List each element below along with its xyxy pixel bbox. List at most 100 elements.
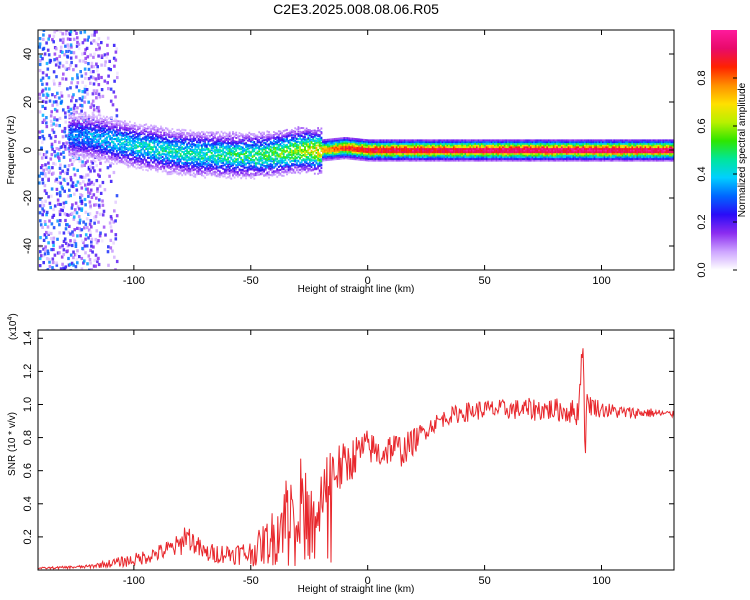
heatmap-cell: [304, 150, 306, 153]
heatmap-cell: [80, 193, 84, 198]
heatmap-cell: [107, 145, 110, 148]
heatmap-cell: [330, 156, 333, 159]
heatmap-cell: [291, 142, 293, 145]
heatmap-cell: [320, 137, 323, 140]
heatmap-cell: [127, 141, 130, 144]
heatmap-cell: [104, 161, 107, 164]
heatmap-cell: [70, 132, 72, 135]
heatmap-cell: [102, 225, 106, 229]
heatmap-cell: [230, 158, 233, 161]
heatmap-cell: [273, 134, 275, 136]
heatmap-cell: [202, 131, 205, 134]
heatmap-cell: [202, 140, 205, 143]
heatmap-cell: [189, 153, 192, 156]
heatmap-cell: [310, 138, 313, 141]
heatmap-cell: [76, 124, 79, 127]
heatmap-cell: [297, 149, 300, 152]
heatmap-cell: [161, 162, 164, 164]
heatmap-cell: [58, 158, 61, 163]
heatmap-cell: [160, 153, 162, 156]
heatmap-cell: [71, 77, 74, 81]
heatmap-cell: [294, 142, 297, 145]
heatmap-cell: [140, 158, 143, 160]
heatmap-cell: [142, 128, 144, 131]
heatmap-cell: [268, 143, 270, 146]
heatmap-cell: [258, 147, 261, 150]
heatmap-cell: [83, 67, 87, 71]
heatmap-cell: [127, 144, 130, 147]
heatmap-cell: [305, 139, 308, 142]
heatmap-cell: [83, 259, 86, 263]
heatmap-cell: [273, 142, 275, 145]
heatmap-cell: [74, 55, 78, 59]
heatmap-cell: [178, 136, 180, 139]
heatmap-cell: [52, 40, 55, 44]
heatmap-cell: [109, 87, 113, 91]
heatmap-cell: [102, 125, 105, 128]
heatmap-cell: [59, 30, 62, 34]
heatmap-cell: [284, 140, 287, 143]
heatmap-cell: [197, 151, 200, 154]
heatmap-cell: [74, 155, 77, 158]
heatmap-cell: [95, 196, 98, 200]
heatmap-cell: [41, 76, 45, 80]
heatmap-cell: [73, 135, 76, 138]
heatmap-cell: [196, 145, 198, 148]
heatmap-cell: [202, 142, 205, 145]
heatmap-cell: [300, 159, 303, 162]
heatmap-cell: [286, 134, 288, 137]
heatmap-cell: [318, 137, 321, 140]
heatmap-cell: [274, 132, 277, 135]
heatmap-cell: [63, 130, 67, 134]
heatmap-cell: [266, 144, 269, 147]
heatmap-cell: [307, 169, 310, 171]
heatmap-cell: [235, 171, 238, 173]
heatmap-cell: [45, 125, 49, 129]
heatmap-cell: [90, 244, 93, 248]
heatmap-cell: [130, 135, 133, 138]
heatmap-cell: [127, 155, 130, 158]
heatmap-cell: [299, 149, 301, 152]
heatmap-cell: [186, 167, 188, 170]
heatmap-cell: [277, 130, 280, 133]
heatmap-cell: [88, 222, 92, 226]
heatmap-cell: [84, 155, 87, 158]
heatmap-cell: [127, 127, 130, 130]
heatmap-cell: [215, 165, 218, 168]
heatmap-cell: [97, 144, 100, 146]
heatmap-cell: [201, 170, 203, 173]
heatmap-cell: [284, 158, 287, 161]
heatmap-cell: [313, 136, 316, 139]
heatmap-cell: [88, 156, 90, 159]
heatmap-cell: [235, 144, 238, 147]
heatmap-cell: [140, 148, 143, 151]
heatmap-cell: [75, 44, 79, 48]
heatmap-cell: [117, 120, 120, 123]
heatmap-cell: [112, 56, 116, 60]
heatmap-cell: [132, 134, 134, 137]
heatmap-cell: [212, 168, 215, 171]
heatmap-cell: [217, 149, 220, 152]
heatmap-cell: [225, 166, 228, 169]
heatmap-cell: [124, 158, 126, 161]
heatmap-cell: [96, 149, 98, 152]
heatmap-cell: [179, 144, 182, 147]
heatmap-cell: [76, 153, 79, 156]
heatmap-cell: [67, 263, 71, 267]
heatmap-cell: [183, 142, 185, 144]
heatmap-cell: [181, 165, 184, 168]
heatmap-cell: [73, 144, 76, 147]
heatmap-cell: [209, 167, 211, 170]
heatmap-cell: [176, 136, 179, 138]
heatmap-cell: [74, 183, 78, 187]
heatmap-cell: [204, 157, 206, 160]
heatmap-cell: [142, 148, 144, 151]
heatmap-cell: [327, 143, 329, 146]
heatmap-cell: [73, 120, 76, 123]
heatmap-cell: [59, 194, 62, 198]
heatmap-cell: [269, 133, 272, 136]
heatmap-cell: [70, 143, 72, 146]
heatmap-cell: [50, 153, 54, 157]
heatmap-cell: [96, 147, 98, 149]
heatmap-cell: [292, 168, 295, 171]
